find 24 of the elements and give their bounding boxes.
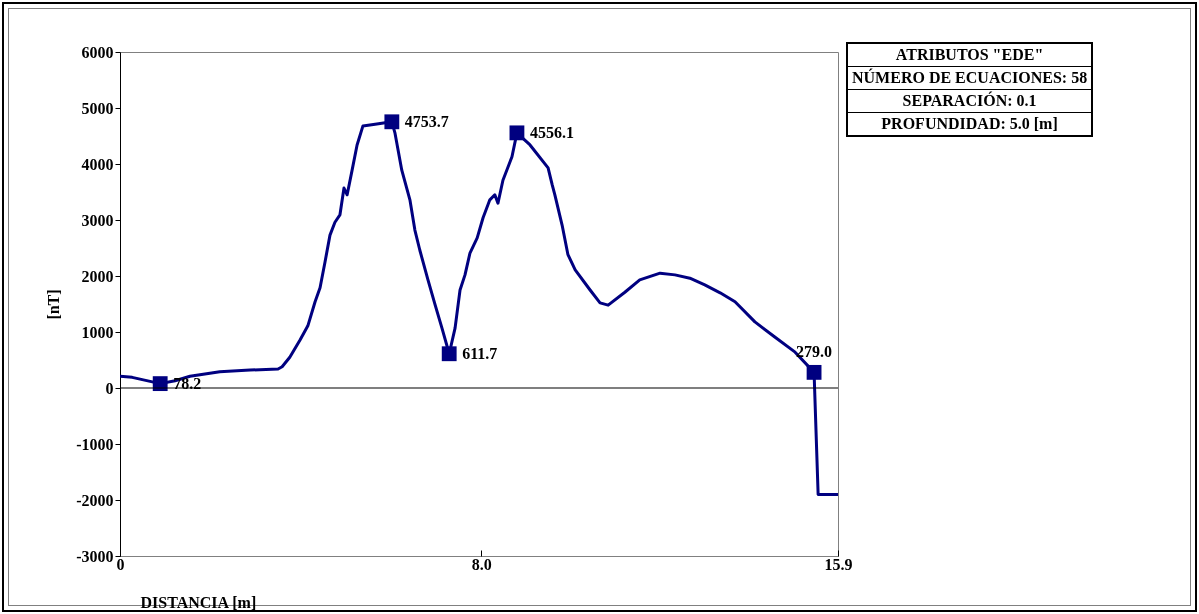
x-tick-label: 15.9	[824, 555, 853, 573]
y-axis-title: [nT]	[45, 289, 63, 320]
text: PROFUNDIDAD: 5.0 [m]	[847, 112, 1093, 136]
y-tick-label: -1000	[76, 435, 114, 453]
data-label: 4753.7	[404, 112, 449, 130]
y-tick-label: 2000	[81, 267, 114, 285]
x-axis-title: DISTANCIA [m]	[140, 593, 257, 611]
text: SEPARACIÓN: 0.1	[847, 89, 1093, 113]
y-tick-label: 5000	[81, 99, 114, 117]
y-tick-label: -2000	[76, 491, 114, 509]
y-tick-label: 0	[105, 379, 114, 397]
y-tick-label: 1000	[81, 323, 114, 341]
text: ATRIBUTOS "EDE"	[847, 43, 1093, 67]
y-tick-label: 4000	[81, 155, 114, 173]
x-tick-label: 8.0	[471, 555, 492, 573]
y-tick-label: 6000	[81, 43, 114, 61]
x-tick-label: 0	[116, 555, 125, 573]
data-label: 78.2	[173, 374, 202, 392]
data-label: 279.0	[796, 343, 833, 361]
y-tick-label: -3000	[76, 547, 114, 565]
text: NÚMERO DE ECUACIONES: 58	[847, 66, 1093, 90]
y-tick-label: 3000	[81, 211, 114, 229]
data-label: 611.7	[462, 344, 498, 362]
data-label: 4556.1	[529, 123, 574, 141]
